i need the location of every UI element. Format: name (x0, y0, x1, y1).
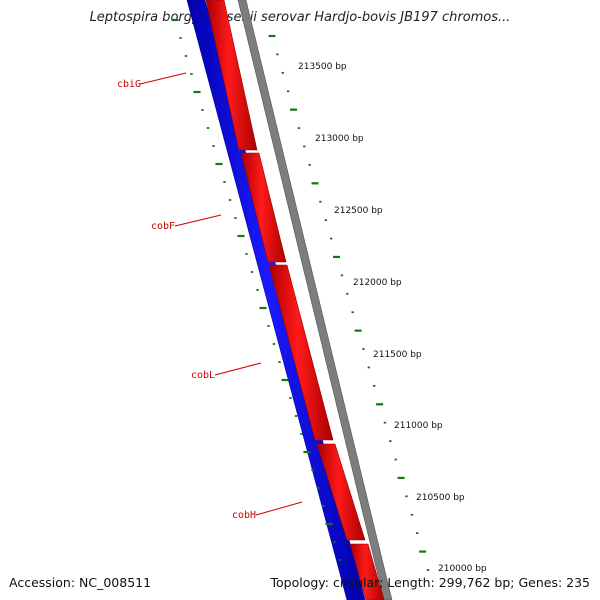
tick-label-212500: 212500 bp (334, 206, 383, 216)
gene-label-cobH[interactable]: cobH (232, 510, 256, 521)
tick-label-210000: 210000 bp (438, 564, 487, 574)
tick-label-211000: 211000 bp (394, 421, 443, 431)
gene-segment[interactable] (240, 152, 287, 263)
tick-label-213500: 213500 bp (298, 62, 347, 72)
gene-label-cobF[interactable]: cobF (151, 221, 175, 232)
gene-label-cobL[interactable]: cobL (191, 370, 215, 381)
backbone-track (237, 0, 393, 600)
tick-label-211500: 211500 bp (373, 350, 422, 360)
topology-summary: Topology: circular; Length: 299,762 bp; … (270, 575, 591, 590)
tick-label-210500: 210500 bp (416, 493, 465, 503)
gene-label-cbiG[interactable]: cbiG (117, 79, 141, 90)
tick-marks-right (268, 34, 430, 571)
accession-label: Accession: NC_008511 (9, 575, 152, 590)
tick-label-212000: 212000 bp (353, 278, 402, 288)
forward-strand-genes (205, 0, 385, 600)
gene-segment[interactable] (316, 443, 366, 541)
gene-segment[interactable] (268, 264, 334, 441)
gene-segment[interactable] (205, 0, 258, 151)
tick-marks-left (171, 18, 342, 561)
gene-segment[interactable] (349, 543, 385, 600)
tick-label-213000: 213000 bp (315, 134, 364, 144)
